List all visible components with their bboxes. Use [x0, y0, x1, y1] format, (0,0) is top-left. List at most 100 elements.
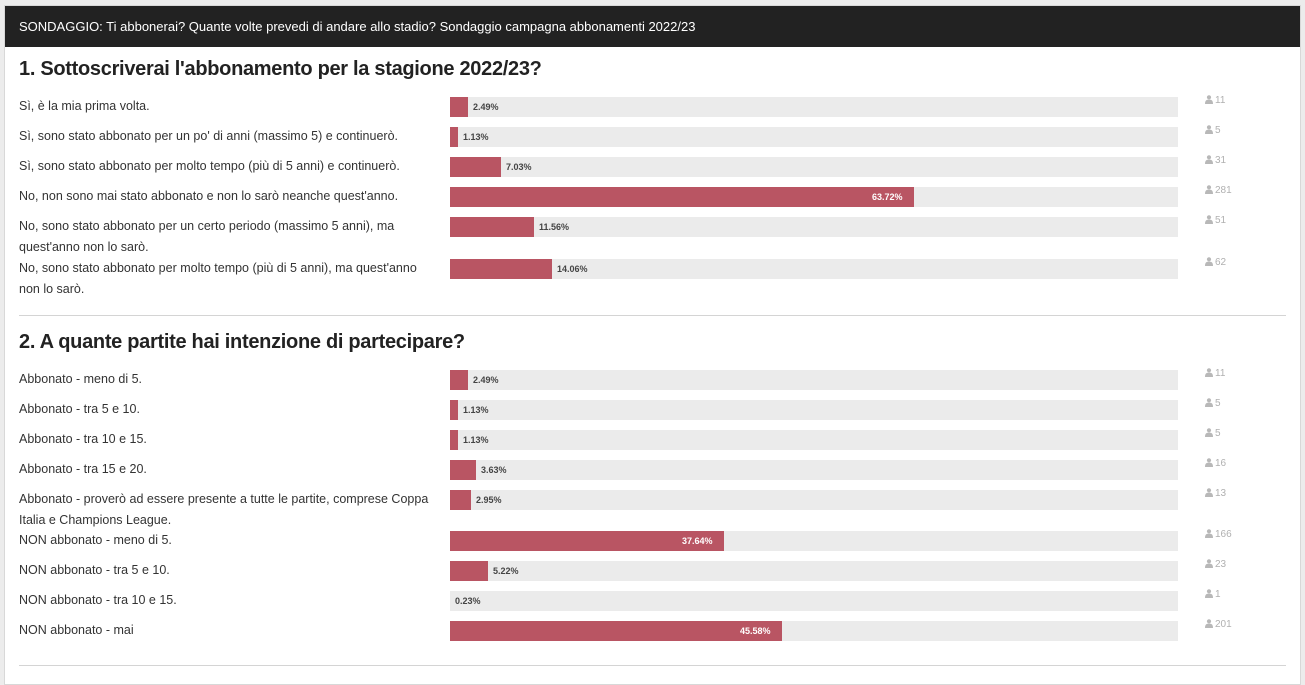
option-label: Sì, sono stato abbonato per molto tempo … — [19, 159, 400, 173]
user-icon — [1205, 488, 1213, 497]
percent-label: 0.23% — [455, 596, 481, 606]
option-label: Abbonato - meno di 5. — [19, 372, 142, 386]
vote-count: 16 — [1205, 457, 1226, 471]
percent-label: 1.13% — [463, 435, 489, 445]
option-label: NON abbonato - tra 10 e 15. — [19, 593, 177, 607]
percent-label: 11.56% — [539, 222, 570, 232]
vote-count-value: 5 — [1215, 125, 1221, 136]
option-label: Abbonato - tra 5 e 10. — [19, 402, 140, 416]
result-bar-track: 2.49% — [450, 97, 1178, 117]
option-label: No, sono stato abbonato per un certo per… — [19, 219, 395, 254]
result-bar-track: 7.03% — [450, 157, 1178, 177]
percent-label: 1.13% — [463, 405, 489, 415]
user-icon — [1205, 398, 1213, 407]
option-label: Abbonato - proverò ad essere presente a … — [19, 492, 429, 527]
result-bar-fill — [450, 127, 458, 147]
vote-count-value: 1 — [1215, 589, 1221, 600]
result-bar-fill — [450, 97, 468, 117]
user-icon — [1205, 185, 1213, 194]
user-icon — [1205, 458, 1213, 467]
vote-count-value: 11 — [1215, 368, 1226, 379]
user-icon — [1205, 559, 1213, 568]
vote-count-value: 13 — [1215, 488, 1227, 499]
result-bar-fill — [450, 370, 468, 390]
vote-count-value: 23 — [1215, 559, 1227, 570]
option-label: NON abbonato - mai — [19, 623, 134, 637]
user-icon — [1205, 529, 1213, 538]
percent-label: 5.22% — [493, 566, 519, 576]
user-icon — [1205, 125, 1213, 134]
option-label: Sì, sono stato abbonato per un po' di an… — [19, 129, 399, 143]
vote-count: 5 — [1205, 427, 1221, 441]
result-bar-track: 37.64% — [450, 531, 1178, 551]
result-bar-track: 1.13% — [450, 400, 1178, 420]
percent-label: 1.13% — [463, 132, 489, 142]
percent-label: 2.49% — [473, 102, 499, 112]
user-icon — [1205, 368, 1213, 377]
result-bar-fill — [450, 430, 458, 450]
vote-count: 5 — [1205, 124, 1221, 138]
vote-count: 5 — [1205, 397, 1221, 411]
poll-panel: SONDAGGIO: Ti abbonerai? Quante volte pr… — [4, 5, 1301, 685]
result-bar-fill — [450, 561, 488, 581]
option-label: Abbonato - tra 10 e 15. — [19, 432, 147, 446]
result-bar-fill — [450, 531, 724, 551]
option-label: No, sono stato abbonato per molto tempo … — [19, 261, 417, 296]
vote-count: 166 — [1205, 528, 1232, 542]
result-bar-track: 11.56% — [450, 217, 1178, 237]
result-bar-fill — [450, 157, 501, 177]
result-bar-fill — [450, 490, 471, 510]
result-bar-track: 2.95% — [450, 490, 1178, 510]
result-bar-track: 1.13% — [450, 127, 1178, 147]
user-icon — [1205, 155, 1213, 164]
result-bar-fill — [450, 259, 552, 279]
user-icon — [1205, 428, 1213, 437]
percent-label: 63.72% — [872, 192, 903, 202]
result-bar-fill — [450, 621, 782, 641]
result-bar-track: 2.49% — [450, 370, 1178, 390]
percent-label: 3.63% — [481, 465, 507, 475]
vote-count-value: 62 — [1215, 257, 1227, 268]
option-label: No, non sono mai stato abbonato e non lo… — [19, 189, 399, 203]
vote-count: 62 — [1205, 256, 1226, 270]
vote-count: 1 — [1205, 588, 1221, 602]
percent-label: 2.95% — [476, 495, 502, 505]
vote-count: 201 — [1205, 618, 1232, 632]
user-icon — [1205, 215, 1213, 224]
option-label: Sì, è la mia prima volta. — [19, 99, 150, 113]
result-bar-fill — [450, 460, 476, 480]
vote-count-value: 11 — [1215, 95, 1226, 106]
vote-count-value: 281 — [1215, 185, 1232, 196]
result-bar-fill — [450, 400, 458, 420]
option-label: NON abbonato - meno di 5. — [19, 533, 172, 547]
question-divider — [19, 315, 1286, 316]
result-bar-track: 63.72% — [450, 187, 1178, 207]
question-divider — [19, 665, 1286, 666]
result-bar-fill — [450, 187, 914, 207]
vote-count-value: 5 — [1215, 428, 1221, 439]
result-bar-track: 14.06% — [450, 259, 1178, 279]
vote-count-value: 51 — [1215, 215, 1227, 226]
percent-label: 7.03% — [506, 162, 532, 172]
vote-count: 11 — [1205, 367, 1225, 381]
vote-count: 281 — [1205, 184, 1232, 198]
result-bar-track: 3.63% — [450, 460, 1178, 480]
result-bar-track: 5.22% — [450, 561, 1178, 581]
option-label: NON abbonato - tra 5 e 10. — [19, 563, 170, 577]
result-bar-track: 1.13% — [450, 430, 1178, 450]
question-title: 2. A quante partite hai intenzione di pa… — [19, 331, 465, 353]
vote-count: 11 — [1205, 94, 1225, 108]
result-bar-fill — [450, 217, 534, 237]
percent-label: 37.64% — [682, 536, 713, 546]
percent-label: 14.06% — [557, 264, 588, 274]
vote-count-value: 166 — [1215, 529, 1232, 540]
user-icon — [1205, 619, 1213, 628]
poll-header-title: SONDAGGIO: Ti abbonerai? Quante volte pr… — [19, 19, 696, 34]
vote-count-value: 201 — [1215, 619, 1232, 630]
vote-count: 51 — [1205, 214, 1226, 228]
vote-count-value: 16 — [1215, 458, 1227, 469]
vote-count-value: 5 — [1215, 398, 1221, 409]
user-icon — [1205, 95, 1213, 104]
user-icon — [1205, 589, 1213, 598]
result-bar-track: 0.23% — [450, 591, 1178, 611]
